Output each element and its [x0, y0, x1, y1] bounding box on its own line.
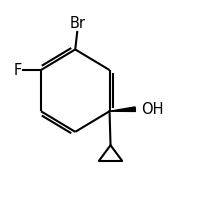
Text: Br: Br [69, 16, 85, 31]
Text: F: F [14, 63, 22, 77]
Text: OH: OH [141, 102, 163, 117]
Polygon shape [109, 107, 135, 111]
